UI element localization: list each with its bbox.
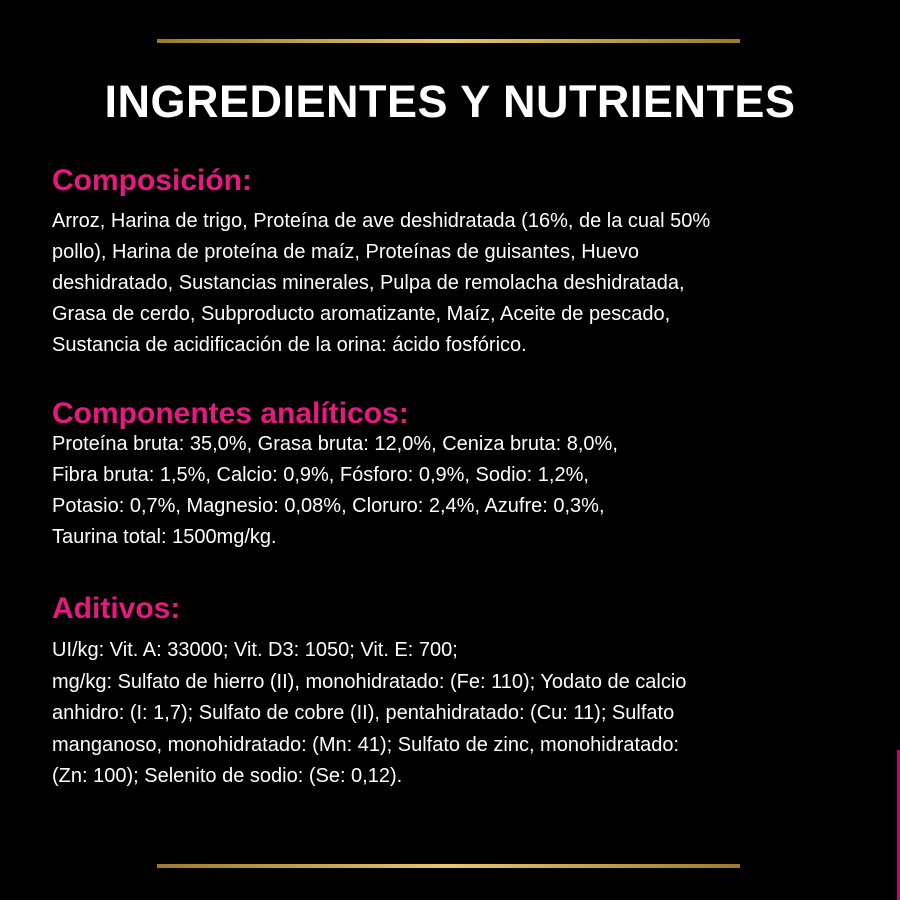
text-line: Proteína bruta: 35,0%, Grasa bruta: 12,0… (52, 433, 618, 455)
text-line: UI/kg: Vit. A: 33000; Vit. D3: 1050; Vit… (52, 639, 458, 661)
page-title: INGREDIENTES Y NUTRIENTES (104, 76, 796, 127)
section-aditivos: Aditivos: UI/kg: Vit. A: 33000; Vit. D3:… (52, 591, 872, 793)
section-heading: Componentes analíticos: (52, 397, 409, 430)
section-body: Proteína bruta: 35,0%, Grasa bruta: 12,0… (52, 429, 872, 553)
text-line: pollo), Harina de proteína de maíz, Prot… (52, 241, 640, 263)
section-body: Arroz, Harina de trigo, Proteína de ave … (52, 206, 872, 361)
gold-divider-top (157, 39, 740, 43)
section-body: UI/kg: Vit. A: 33000; Vit. D3: 1050; Vit… (52, 635, 872, 793)
text-line: Grasa de cerdo, Subproducto aromatizante… (52, 303, 671, 325)
section-composicion: Composición: Arroz, Harina de trigo, Pro… (52, 163, 872, 361)
section-heading: Composición: (52, 164, 252, 197)
text-line: manganoso, monohidratado: (Mn: 41); Sulf… (52, 733, 680, 756)
section-componentes-analiticos: Componentes analíticos: Proteína bruta: … (52, 396, 872, 553)
section-heading: Aditivos: (52, 592, 181, 625)
text-line: Taurina total: 1500mg/kg. (52, 526, 277, 548)
text-line: Potasio: 0,7%, Magnesio: 0,08%, Cloruro:… (52, 495, 605, 517)
edge-accent-strip (897, 750, 900, 900)
gold-divider-bottom (157, 864, 740, 868)
text-line: Fibra bruta: 1,5%, Calcio: 0,9%, Fósforo… (52, 464, 589, 486)
text-line: Sustancia de acidificación de la orina: … (52, 334, 527, 356)
text-line: Arroz, Harina de trigo, Proteína de ave … (52, 210, 711, 232)
text-line: mg/kg: Sulfato de hierro (II), monohidra… (52, 670, 687, 693)
text-line: (Zn: 100); Selenito de sodio: (Se: 0,12)… (52, 765, 403, 787)
text-line: anhidro: (I: 1,7); Sulfato de cobre (II)… (52, 702, 675, 724)
text-line: deshidratado, Sustancias minerales, Pulp… (52, 272, 685, 294)
